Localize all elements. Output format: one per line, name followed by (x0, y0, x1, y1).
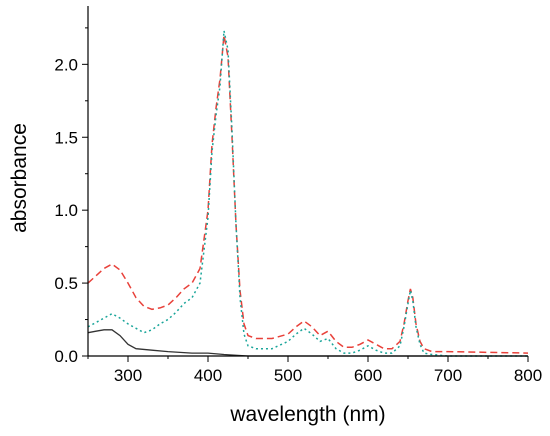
x-tick-label-500: 500 (274, 366, 302, 385)
plot-lines (87, 30, 529, 357)
x-tick-label-800: 800 (514, 366, 542, 385)
axes (87, 6, 528, 357)
y-ticks: 0.0 0.5 1.0 1.5 2.0 (54, 27, 88, 366)
y-axis-title: absorbance (8, 123, 31, 233)
series-line-2 (87, 35, 529, 354)
y-tick-label-4: 2.0 (54, 55, 78, 74)
x-tick-label-300: 300 (114, 366, 142, 385)
x-tick-label-700: 700 (434, 366, 462, 385)
x-ticks: 300 400 500 600 700 800 (87, 356, 542, 385)
y-tick-label-1: 0.5 (54, 274, 78, 293)
series-line-3 (87, 30, 528, 357)
x-tick-label-400: 400 (194, 366, 222, 385)
y-tick-label-2: 1.0 (54, 201, 78, 220)
x-tick-label-600: 600 (354, 366, 382, 385)
x-axis-title: wavelength (nm) (229, 403, 385, 426)
y-tick-label-3: 1.5 (54, 128, 78, 147)
y-tick-label-0: 0.0 (54, 347, 78, 366)
